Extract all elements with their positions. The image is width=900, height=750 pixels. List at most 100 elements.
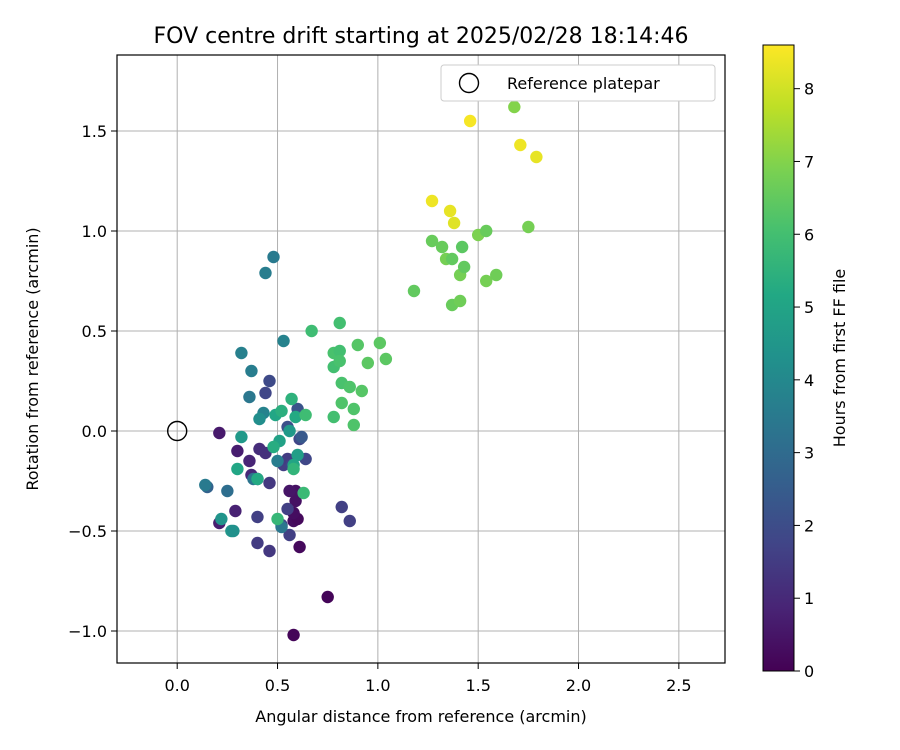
data-point <box>457 260 471 274</box>
data-point <box>251 536 264 550</box>
data-point <box>287 462 300 476</box>
data-point <box>480 224 493 238</box>
data-point <box>243 390 256 404</box>
colorbar-tick-label: 2 <box>804 516 814 535</box>
data-point <box>289 410 302 424</box>
data-point <box>231 462 244 476</box>
data-point <box>379 352 393 366</box>
chart-title: FOV centre drift starting at 2025/02/28 … <box>154 24 689 49</box>
data-point <box>275 404 288 418</box>
data-point <box>263 476 276 490</box>
data-point <box>299 408 312 422</box>
data-point <box>199 478 212 492</box>
data-point <box>271 512 284 526</box>
data-point <box>283 424 296 438</box>
colorbar-gradient <box>762 44 795 672</box>
y-ticks: −1.0 −0.5 0.0 0.5 1.0 1.5 <box>68 122 117 641</box>
data-point <box>251 472 264 486</box>
data-point <box>480 274 493 288</box>
data-point <box>455 240 469 254</box>
data-point <box>281 502 294 516</box>
data-point <box>277 334 290 348</box>
data-point <box>522 220 535 234</box>
legend-marker <box>458 72 480 94</box>
data-point <box>347 418 360 432</box>
legend-box <box>440 64 716 102</box>
legend-label: Reference platepar <box>507 74 660 93</box>
x-axis-label: Angular distance from reference (arcmin) <box>255 707 586 726</box>
data-point <box>347 402 360 416</box>
data-point <box>215 512 228 526</box>
data-points <box>199 100 543 642</box>
data-point <box>335 396 348 410</box>
data-point <box>263 374 276 388</box>
data-point <box>453 294 467 308</box>
colorbar: 0 1 2 3 4 5 6 7 8 Hours from first FF file <box>762 44 849 681</box>
x-tick-label: 0.5 <box>265 676 290 695</box>
y-tick-label: 0.0 <box>82 422 107 441</box>
y-axis-label: Rotation from reference (arcmin) <box>23 227 42 490</box>
colorbar-tick-label: 3 <box>804 444 814 463</box>
x-tick-label: 0.0 <box>164 676 189 695</box>
data-point <box>297 486 310 500</box>
data-point <box>425 194 439 208</box>
data-point <box>227 524 240 538</box>
y-tick-label: 1.0 <box>82 222 107 241</box>
colorbar-tick-label: 5 <box>804 298 814 317</box>
y-tick-label: −0.5 <box>68 522 107 541</box>
data-point <box>263 544 276 558</box>
data-point <box>447 216 461 230</box>
reference-marker <box>166 420 188 442</box>
data-point <box>530 150 543 164</box>
data-point <box>221 484 234 498</box>
data-point <box>291 448 304 462</box>
data-point <box>235 346 248 360</box>
data-point <box>283 484 296 498</box>
data-point <box>243 454 256 468</box>
y-tick-label: 0.5 <box>82 322 107 341</box>
data-point <box>285 392 298 406</box>
data-point <box>361 356 375 370</box>
x-tick-label: 1.5 <box>465 676 490 695</box>
data-point <box>321 590 334 604</box>
data-point <box>463 114 477 128</box>
colorbar-ticks: 0 1 2 3 4 5 6 7 8 <box>794 80 814 681</box>
data-point <box>343 514 356 528</box>
data-point <box>305 324 318 338</box>
data-point <box>289 494 302 508</box>
colorbar-tick-label: 4 <box>804 371 814 390</box>
y-tick-label: 1.5 <box>82 122 107 141</box>
data-point <box>287 628 300 642</box>
x-ticks: 0.0 0.5 1.0 1.5 2.0 2.5 <box>164 663 692 695</box>
reference-point <box>166 420 188 442</box>
data-point <box>443 204 457 218</box>
data-point <box>295 430 308 444</box>
x-tick-label: 1.0 <box>365 676 390 695</box>
data-point <box>259 266 272 280</box>
data-point <box>251 510 264 524</box>
data-point <box>267 250 280 264</box>
data-point <box>333 354 346 368</box>
data-point <box>333 316 346 330</box>
data-point <box>514 138 527 152</box>
data-point <box>508 100 521 114</box>
colorbar-tick-label: 1 <box>804 589 814 608</box>
plot-frame <box>116 54 726 664</box>
data-point <box>229 504 242 518</box>
data-point <box>490 268 503 282</box>
colorbar-tick-label: 8 <box>804 80 814 99</box>
y-tick-label: −1.0 <box>68 622 107 641</box>
colorbar-tick-label: 0 <box>804 662 814 681</box>
data-point <box>253 412 266 426</box>
colorbar-tick-label: 7 <box>804 152 814 171</box>
data-point <box>407 284 421 298</box>
data-point <box>267 440 280 454</box>
data-point <box>343 380 356 394</box>
data-point <box>231 444 244 458</box>
data-point <box>213 426 226 440</box>
colorbar-tick-label: 6 <box>804 225 814 244</box>
data-point <box>283 528 296 542</box>
data-point <box>335 500 348 514</box>
legend: Reference platepar <box>440 64 716 102</box>
